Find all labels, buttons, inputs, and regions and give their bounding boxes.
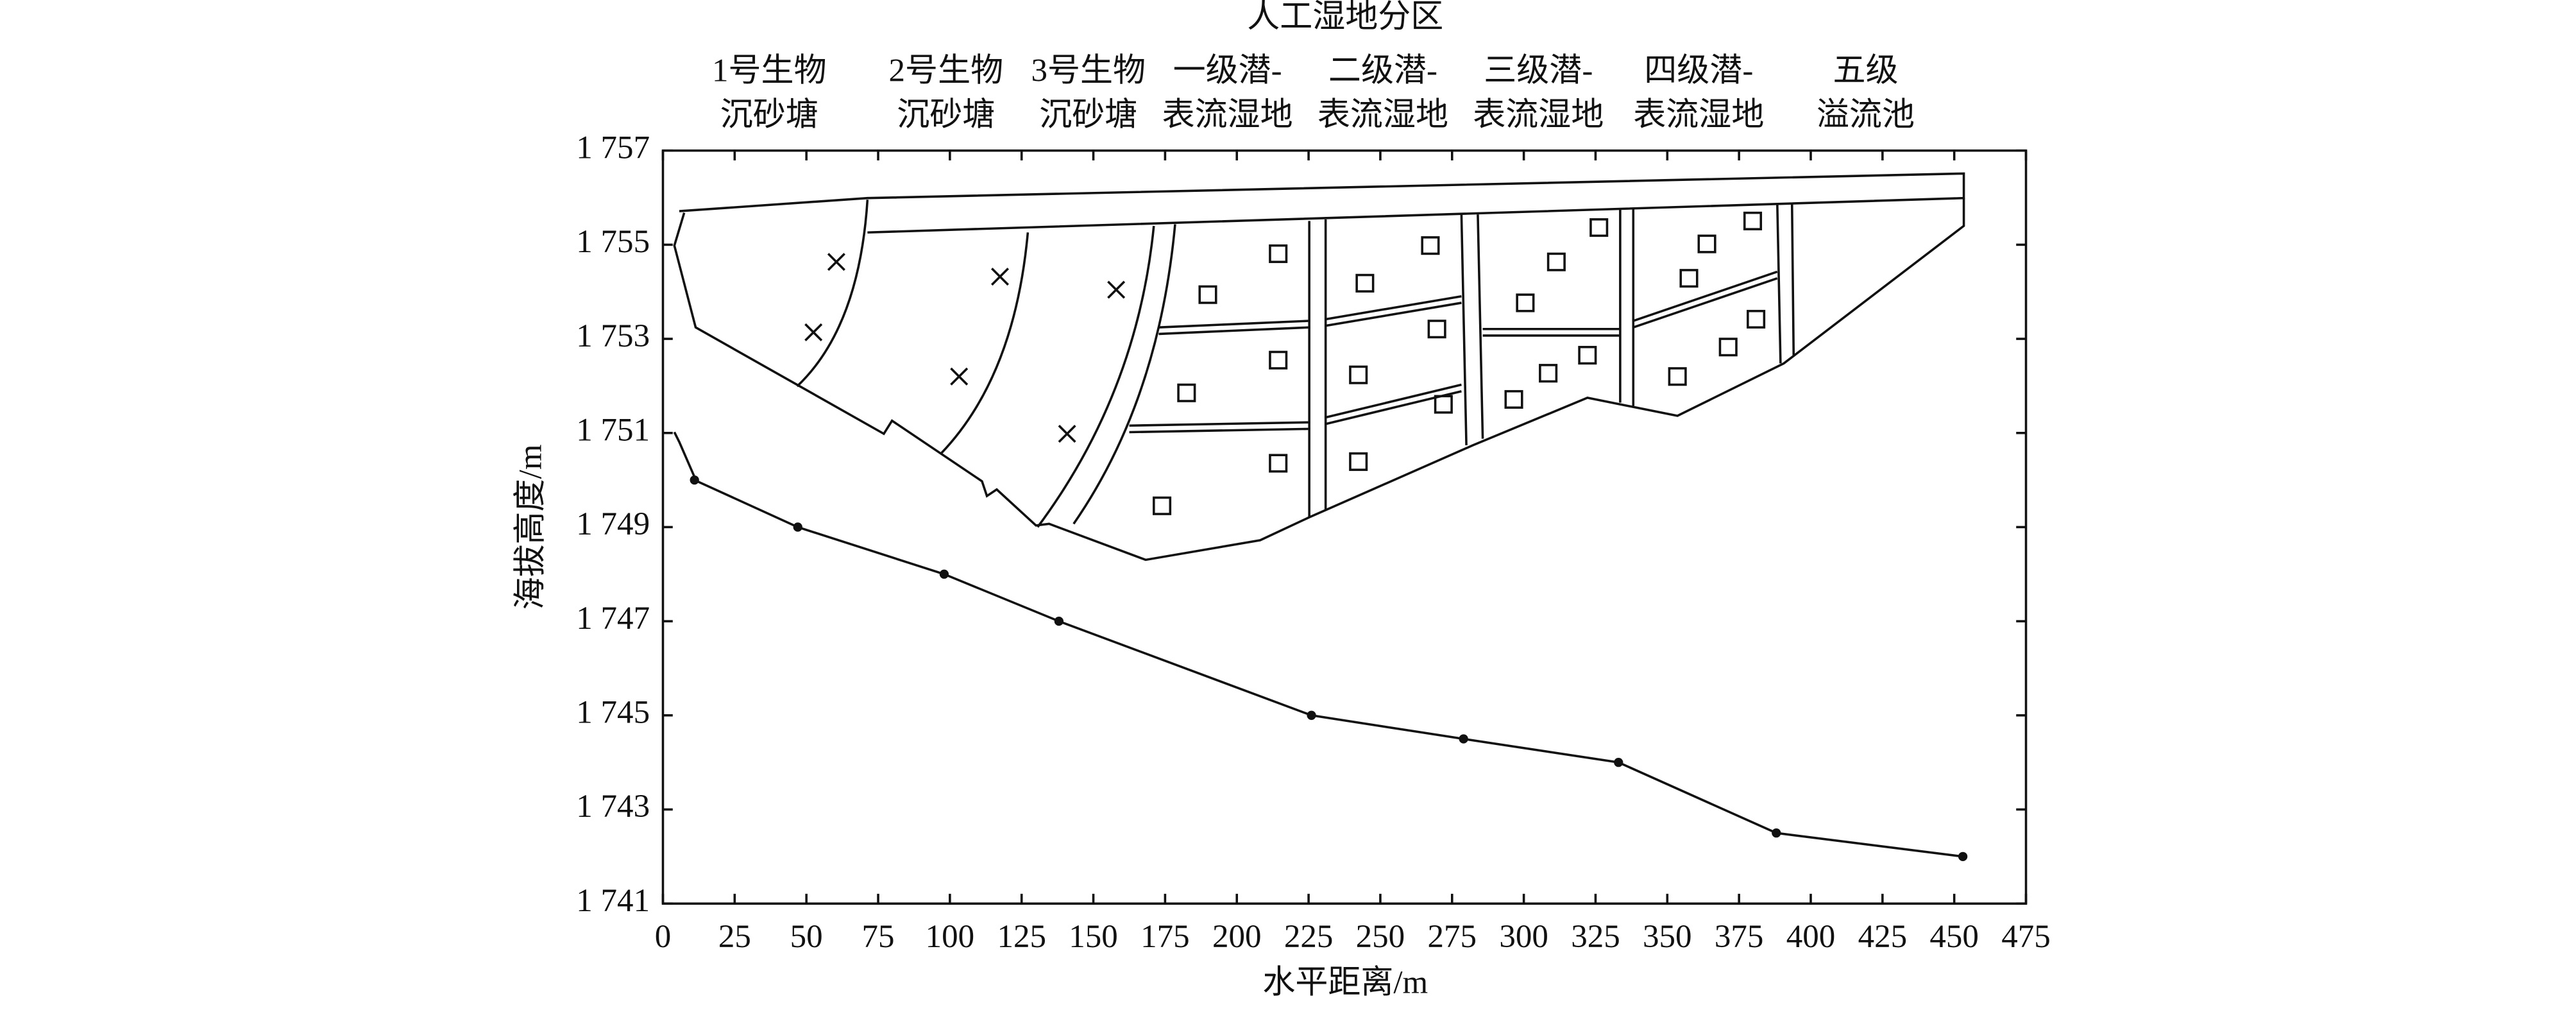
zone-label: 表流湿地 [1633,97,1764,133]
data-point [1958,852,1968,861]
x-tick-label: 375 [1715,919,1764,955]
square-marker [1269,350,1288,370]
square-marker [1427,320,1446,339]
data-point [939,569,949,579]
square-marker [1177,383,1196,402]
zone-label: 3号生物 [1031,53,1146,89]
y-tick-label: 1 741 [576,883,650,919]
square-marker [1668,367,1687,386]
square-marker [1516,293,1535,312]
x-tick-label: 0 [655,919,672,955]
square-marker [1504,389,1523,409]
y-tick-label: 1 745 [576,695,650,731]
plot-frame [661,149,2028,905]
square-marker [1718,338,1738,357]
square-marker [1539,364,1558,383]
y-tick-label: 1 755 [576,224,650,260]
zone-label: 表流湿地 [1162,97,1293,133]
wetland-diagram [673,172,1965,561]
cross-marker [1058,425,1076,443]
zone-label: 五级 [1833,53,1899,89]
y-tick-label: 1 747 [576,601,650,637]
x-axis-label: 水平距离/m [1262,964,1428,1000]
square-marker [1743,211,1763,230]
data-point [793,522,802,532]
x-tick-label: 100 [926,919,975,955]
cross-marker [827,253,845,271]
y-axis-label: 海拔高度/m [513,444,549,610]
x-tick-label: 400 [1786,919,1836,955]
square-marker [1747,309,1766,329]
x-tick-label: 275 [1428,919,1477,955]
y-tick-label: 1 757 [576,130,650,166]
square-marker [1421,236,1440,255]
x-tick-label: 425 [1858,919,1908,955]
square-marker [1269,244,1288,263]
x-tick-label: 175 [1140,919,1190,955]
x-tick-label: 125 [997,919,1046,955]
data-line [693,479,1963,858]
zone-label: 一级潜- [1173,53,1282,89]
data-point [1772,828,1781,838]
zone-label: 表流湿地 [1318,97,1448,133]
square-marker [1434,395,1453,414]
x-tick-label: 75 [862,919,895,955]
y-tick-label: 1 743 [576,789,650,825]
x-tick-label: 250 [1356,919,1405,955]
x-tick-label: 25 [718,919,751,955]
square-marker [1269,454,1288,473]
square-marker [1679,269,1699,288]
square-marker [1578,346,1597,365]
data-point [1307,710,1316,720]
cross-marker [804,323,823,341]
title: 人工湿地分区 [1247,0,1443,35]
x-tick-label: 300 [1499,919,1548,955]
square-marker [1697,234,1716,253]
x-tick-label: 200 [1212,919,1262,955]
data-point [1054,616,1064,626]
zone-label: 溢流池 [1817,97,1915,133]
square-marker [1198,285,1217,304]
data-point [1459,734,1468,744]
zone-label: 沉砂塘 [720,97,818,133]
zone-label: 2号生物 [889,53,1004,89]
square-marker [1589,218,1609,237]
y-tick-label: 1 749 [576,506,650,542]
zone-label: 沉砂塘 [897,97,995,133]
cross-marker [990,268,1010,286]
x-tick-label: 50 [790,919,823,955]
x-tick-label: 325 [1571,919,1620,955]
data-point [690,475,699,485]
x-tick-label: 150 [1069,919,1118,955]
square-marker [1349,365,1368,384]
cross-marker [1107,280,1126,299]
zone-label: 四级潜- [1644,53,1753,89]
square-marker [1355,273,1375,293]
zone-label: 二级潜- [1328,53,1437,89]
x-tick-label: 225 [1284,919,1334,955]
square-marker [1349,452,1368,471]
y-tick-label: 1 751 [576,412,650,448]
x-tick-label: 350 [1643,919,1692,955]
square-marker [1153,496,1172,515]
zone-label: 三级潜- [1484,53,1593,89]
data-point [1614,758,1623,767]
zone-label: 沉砂塘 [1039,97,1137,133]
cross-marker [950,367,969,386]
y-tick-label: 1 753 [576,318,650,354]
zone-label: 表流湿地 [1473,97,1604,133]
zone-label: 1号生物 [712,53,827,89]
x-tick-label: 450 [1929,919,1979,955]
x-tick-label: 475 [2001,919,2051,955]
square-marker [1546,252,1566,271]
